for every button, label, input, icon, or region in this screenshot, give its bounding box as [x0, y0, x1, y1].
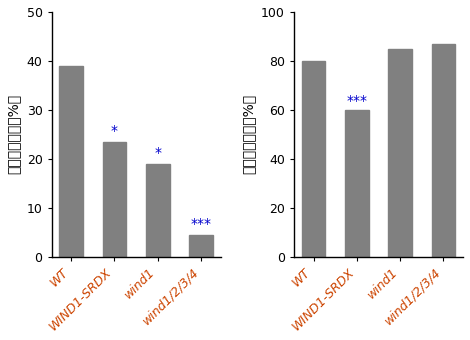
Y-axis label: 組織再接着率（%）: 組織再接着率（%） [242, 94, 256, 174]
Bar [102, 141, 126, 257]
Text: *: * [111, 124, 118, 138]
Text: ***: *** [190, 217, 212, 231]
Text: *: * [154, 146, 161, 160]
Text: ***: *** [346, 94, 368, 108]
Bar [189, 235, 213, 257]
Bar [59, 66, 83, 257]
Bar [431, 44, 455, 257]
Bar [388, 49, 412, 257]
Y-axis label: 道管再結合率（%）: 道管再結合率（%） [7, 94, 21, 174]
Bar [345, 110, 369, 257]
Bar [146, 164, 170, 257]
Bar [302, 61, 325, 257]
